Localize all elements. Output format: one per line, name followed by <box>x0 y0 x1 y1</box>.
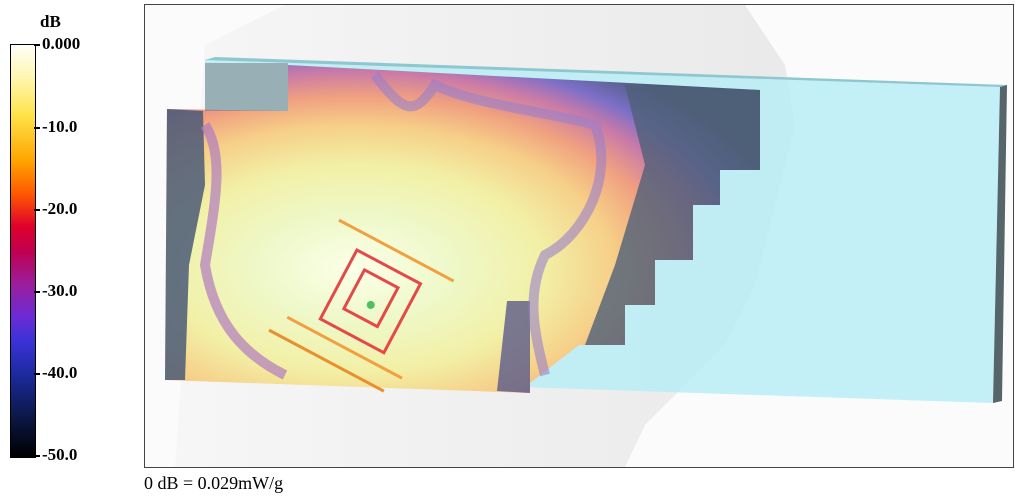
flat-phantom-top-edge <box>205 57 1007 87</box>
colorbar-tick-label-3: -30.0 <box>42 281 78 300</box>
sar-mid-contour <box>371 71 607 377</box>
colorbar-tick-label-0: 0.000 <box>42 34 81 53</box>
antenna-device <box>268 218 455 393</box>
sar-low-region <box>165 109 205 380</box>
probe-block <box>205 63 288 111</box>
colorbar-gradient <box>10 44 36 458</box>
colorbar-tick <box>34 455 40 457</box>
colorbar-tick <box>34 209 40 211</box>
colorbar-tick-label-1: -10.0 <box>42 117 78 136</box>
flat-phantom-side-edge <box>993 85 1007 403</box>
sar-low-region <box>585 85 760 345</box>
colorbar-tick-label-2: -20.0 <box>42 199 78 218</box>
sar-visualization <box>165 5 1007 467</box>
colorbar-tick-label-4: -40.0 <box>42 363 78 382</box>
colorbar-tick <box>34 44 40 46</box>
sar-low-region <box>497 301 530 393</box>
colorbar-tick <box>34 373 40 375</box>
colorbar-unit-label: dB <box>40 12 61 31</box>
reference-note: 0 dB = 0.029mW/g <box>144 473 284 493</box>
colorbar-tick-label-5: -50.0 <box>42 445 78 464</box>
sar-3d-view[interactable] <box>144 4 1014 468</box>
colorbar-tick <box>34 127 40 129</box>
sar-mid-contour <box>199 122 288 380</box>
colorbar-tick <box>34 291 40 293</box>
